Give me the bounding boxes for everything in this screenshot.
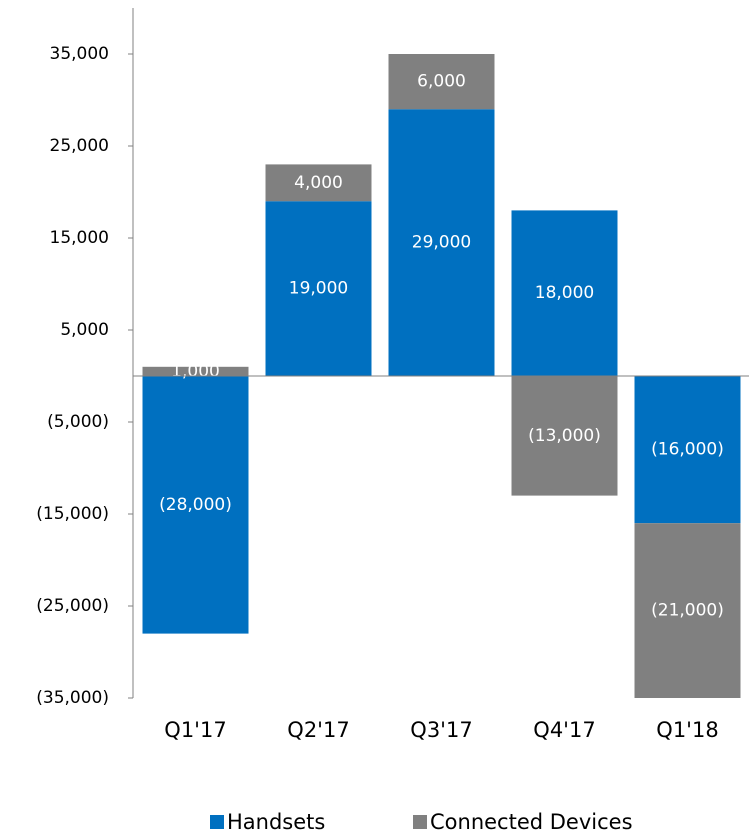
bar-segment [511, 210, 618, 376]
legend-label: Connected Devices [430, 810, 633, 834]
x-tick-label: Q4'17 [533, 718, 595, 742]
y-tick-label: (15,000) [36, 504, 109, 524]
x-tick-label: Q1'17 [164, 718, 226, 742]
legend-swatch [413, 815, 427, 829]
bar-segment [142, 366, 249, 376]
bar-segment [511, 376, 618, 496]
bar-segment [265, 201, 372, 376]
y-tick-label: 15,000 [50, 228, 109, 248]
data-label: 19,000 [289, 279, 348, 299]
x-tick-label: Q2'17 [287, 718, 349, 742]
data-label: (13,000) [528, 426, 601, 446]
data-label: (16,000) [651, 440, 724, 460]
bar-segment [142, 376, 249, 634]
x-tick-label: Q3'17 [410, 718, 472, 742]
bar-segment [634, 523, 741, 698]
data-label: 18,000 [535, 283, 594, 303]
bar-segment [388, 54, 495, 110]
y-tick-label: (25,000) [36, 596, 109, 616]
data-label: 29,000 [412, 233, 471, 253]
y-tick-label: 25,000 [50, 136, 109, 156]
x-tick-label: Q1'18 [656, 718, 718, 742]
plot-area [142, 54, 741, 698]
y-tick-label: (5,000) [47, 412, 109, 432]
data-label: 1,000 [171, 361, 220, 381]
data-label: 4,000 [294, 173, 343, 193]
data-label: 6,000 [417, 72, 466, 92]
bar-segment [265, 164, 372, 202]
bar-segment [388, 109, 495, 376]
data-label: (21,000) [651, 601, 724, 621]
bar-segment [634, 376, 741, 524]
y-tick-label: (35,000) [36, 688, 109, 708]
y-tick-label: 5,000 [60, 320, 109, 340]
legend-label: Handsets [227, 810, 325, 834]
y-tick-label: 35,000 [50, 44, 109, 64]
legend-swatch [210, 815, 224, 829]
data-label: (28,000) [159, 495, 232, 515]
